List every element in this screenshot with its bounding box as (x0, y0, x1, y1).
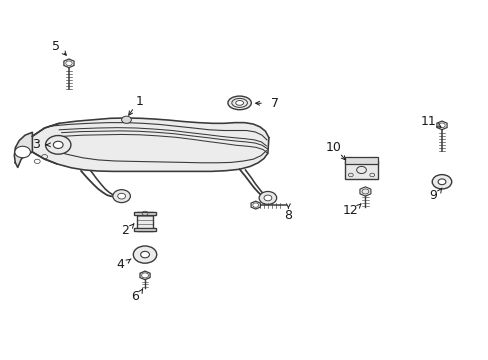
Circle shape (431, 175, 451, 189)
Polygon shape (14, 132, 32, 167)
Polygon shape (64, 59, 74, 68)
Circle shape (118, 193, 125, 199)
Circle shape (113, 190, 130, 203)
Text: 1: 1 (136, 95, 143, 108)
Circle shape (45, 135, 71, 154)
Circle shape (259, 192, 276, 204)
Text: 7: 7 (270, 97, 278, 110)
Text: 9: 9 (428, 189, 436, 202)
Text: 12: 12 (342, 204, 358, 217)
Text: 5: 5 (52, 40, 60, 53)
Circle shape (437, 179, 445, 185)
Polygon shape (32, 118, 268, 171)
Circle shape (142, 273, 148, 278)
Circle shape (122, 116, 131, 123)
Text: 11: 11 (420, 116, 435, 129)
Polygon shape (436, 121, 446, 130)
Bar (344, 161, 377, 179)
Polygon shape (140, 271, 150, 280)
Text: 3: 3 (32, 138, 40, 151)
Bar (137, 212, 153, 230)
Text: 2: 2 (121, 224, 129, 238)
Text: 10: 10 (325, 141, 341, 154)
Bar (344, 157, 377, 163)
Text: 4: 4 (116, 258, 124, 271)
Bar (134, 212, 156, 215)
Circle shape (133, 246, 157, 263)
Circle shape (141, 251, 149, 258)
Polygon shape (359, 187, 370, 196)
Bar (370, 157, 376, 161)
Circle shape (15, 146, 30, 158)
Text: 6: 6 (131, 290, 139, 303)
Bar (345, 157, 351, 161)
Text: 8: 8 (284, 209, 292, 222)
Ellipse shape (227, 96, 251, 110)
Polygon shape (250, 201, 260, 209)
Circle shape (264, 195, 271, 201)
Bar (134, 228, 156, 230)
Circle shape (53, 141, 63, 148)
Ellipse shape (235, 100, 243, 105)
